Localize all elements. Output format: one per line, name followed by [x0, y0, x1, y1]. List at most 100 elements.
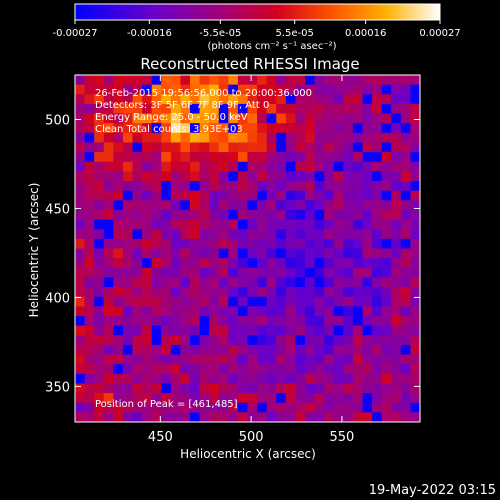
- heatmap-cell: [343, 277, 354, 288]
- heatmap-cell: [400, 344, 411, 356]
- heatmap-cell: [103, 142, 114, 153]
- heatmap-cell: [266, 142, 277, 153]
- heatmap-cell: [209, 209, 220, 221]
- heatmap-cell: [285, 219, 296, 230]
- heatmap-cell: [142, 113, 153, 124]
- heatmap-cell: [94, 258, 105, 269]
- heatmap-cell: [285, 287, 296, 298]
- x-tick-label: 450: [148, 430, 173, 445]
- heatmap-cell: [122, 325, 133, 336]
- heatmap-cell: [381, 325, 392, 336]
- heatmap-cell: [180, 94, 191, 105]
- heatmap-cell: [113, 113, 124, 124]
- heatmap-cell: [218, 190, 229, 201]
- heatmap-cell: [343, 325, 354, 336]
- heatmap-cell: [266, 325, 277, 336]
- heatmap-cell: [343, 258, 354, 269]
- heatmap-cell: [276, 94, 287, 105]
- heatmap-cell: [161, 152, 172, 163]
- heatmap-cell: [343, 200, 354, 211]
- heatmap-cell: [372, 209, 383, 221]
- heatmap-cell: [400, 383, 411, 394]
- heatmap-cell: [247, 190, 258, 201]
- heatmap-cell: [180, 238, 191, 249]
- heatmap-cell: [352, 402, 363, 413]
- heatmap-cell: [180, 142, 191, 153]
- heatmap-cell: [314, 123, 325, 134]
- heatmap-cell: [142, 94, 153, 105]
- heatmap-cell: [75, 238, 86, 249]
- footer-timestamp: 19-May-2022 03:15: [369, 483, 496, 498]
- heatmap-cell: [372, 94, 383, 105]
- heatmap-cell: [161, 84, 172, 95]
- heatmap-cell: [362, 364, 373, 375]
- heatmap-cell: [122, 412, 133, 423]
- heatmap-cell: [142, 296, 153, 307]
- heatmap-cell: [410, 248, 421, 259]
- heatmap-cell: [94, 103, 105, 115]
- heatmap-cell: [257, 132, 268, 143]
- heatmap-cell: [410, 190, 421, 201]
- heatmap-cell: [237, 325, 248, 336]
- heatmap-cell: [180, 306, 191, 317]
- heatmap-cell: [266, 412, 277, 423]
- heatmap-cell: [314, 142, 325, 153]
- heatmap-cell: [161, 258, 172, 269]
- heatmap-cell: [132, 152, 143, 163]
- heatmap-cell: [151, 248, 162, 259]
- heatmap-cell: [237, 258, 248, 269]
- heatmap-cell: [333, 364, 344, 375]
- heatmap-cell: [237, 296, 248, 307]
- heatmap-cell: [324, 238, 335, 249]
- heatmap-cell: [103, 229, 114, 240]
- heatmap-cell: [400, 258, 411, 269]
- heatmap-cell: [218, 142, 229, 153]
- heatmap-cell: [324, 152, 335, 163]
- heatmap-cell: [94, 161, 105, 172]
- heatmap-cell: [314, 219, 325, 230]
- heatmap-cell: [170, 94, 181, 105]
- heatmap-cell: [324, 325, 335, 336]
- heatmap-cell: [352, 364, 363, 375]
- x-tick-label: 500: [239, 430, 264, 445]
- heatmap-cell: [199, 287, 210, 298]
- heatmap-cell: [314, 200, 325, 211]
- heatmap-cell: [314, 75, 325, 86]
- heatmap-cell: [170, 142, 181, 153]
- heatmap-cell: [372, 181, 383, 192]
- heatmap-cell: [132, 373, 143, 384]
- heatmap-cell: [314, 315, 325, 327]
- heatmap-cell: [285, 190, 296, 201]
- heatmap-cell: [94, 132, 105, 143]
- heatmap-cell: [151, 181, 162, 192]
- heatmap-cell: [84, 344, 95, 356]
- heatmap-cell: [305, 344, 316, 356]
- heatmap-cell: [391, 344, 402, 356]
- heatmap-cell: [391, 315, 402, 327]
- heatmap-cell: [266, 306, 277, 317]
- heatmap-cell: [237, 335, 248, 346]
- heatmap-cell: [161, 132, 172, 143]
- heatmap-cell: [285, 200, 296, 211]
- heatmap-cell: [266, 200, 277, 211]
- heatmap-cell: [190, 132, 201, 143]
- heatmap-cell: [257, 75, 268, 86]
- heatmap-cell: [324, 103, 335, 115]
- heatmap-cell: [218, 258, 229, 269]
- heatmap-cell: [381, 296, 392, 307]
- heatmap-cell: [276, 209, 287, 221]
- heatmap-cell: [142, 171, 153, 182]
- heatmap-cell: [285, 344, 296, 356]
- heatmap-cell: [132, 296, 143, 307]
- heatmap-cell: [84, 132, 95, 143]
- heatmap-cell: [333, 325, 344, 336]
- heatmap-cell: [84, 373, 95, 384]
- heatmap-cell: [122, 287, 133, 298]
- heatmap-cell: [247, 354, 258, 365]
- heatmap-cell: [170, 209, 181, 221]
- heatmap-cell: [352, 103, 363, 115]
- heatmap-cell: [237, 113, 248, 124]
- heatmap-cell: [266, 238, 277, 249]
- heatmap-cell: [142, 248, 153, 259]
- heatmap-cell: [400, 123, 411, 134]
